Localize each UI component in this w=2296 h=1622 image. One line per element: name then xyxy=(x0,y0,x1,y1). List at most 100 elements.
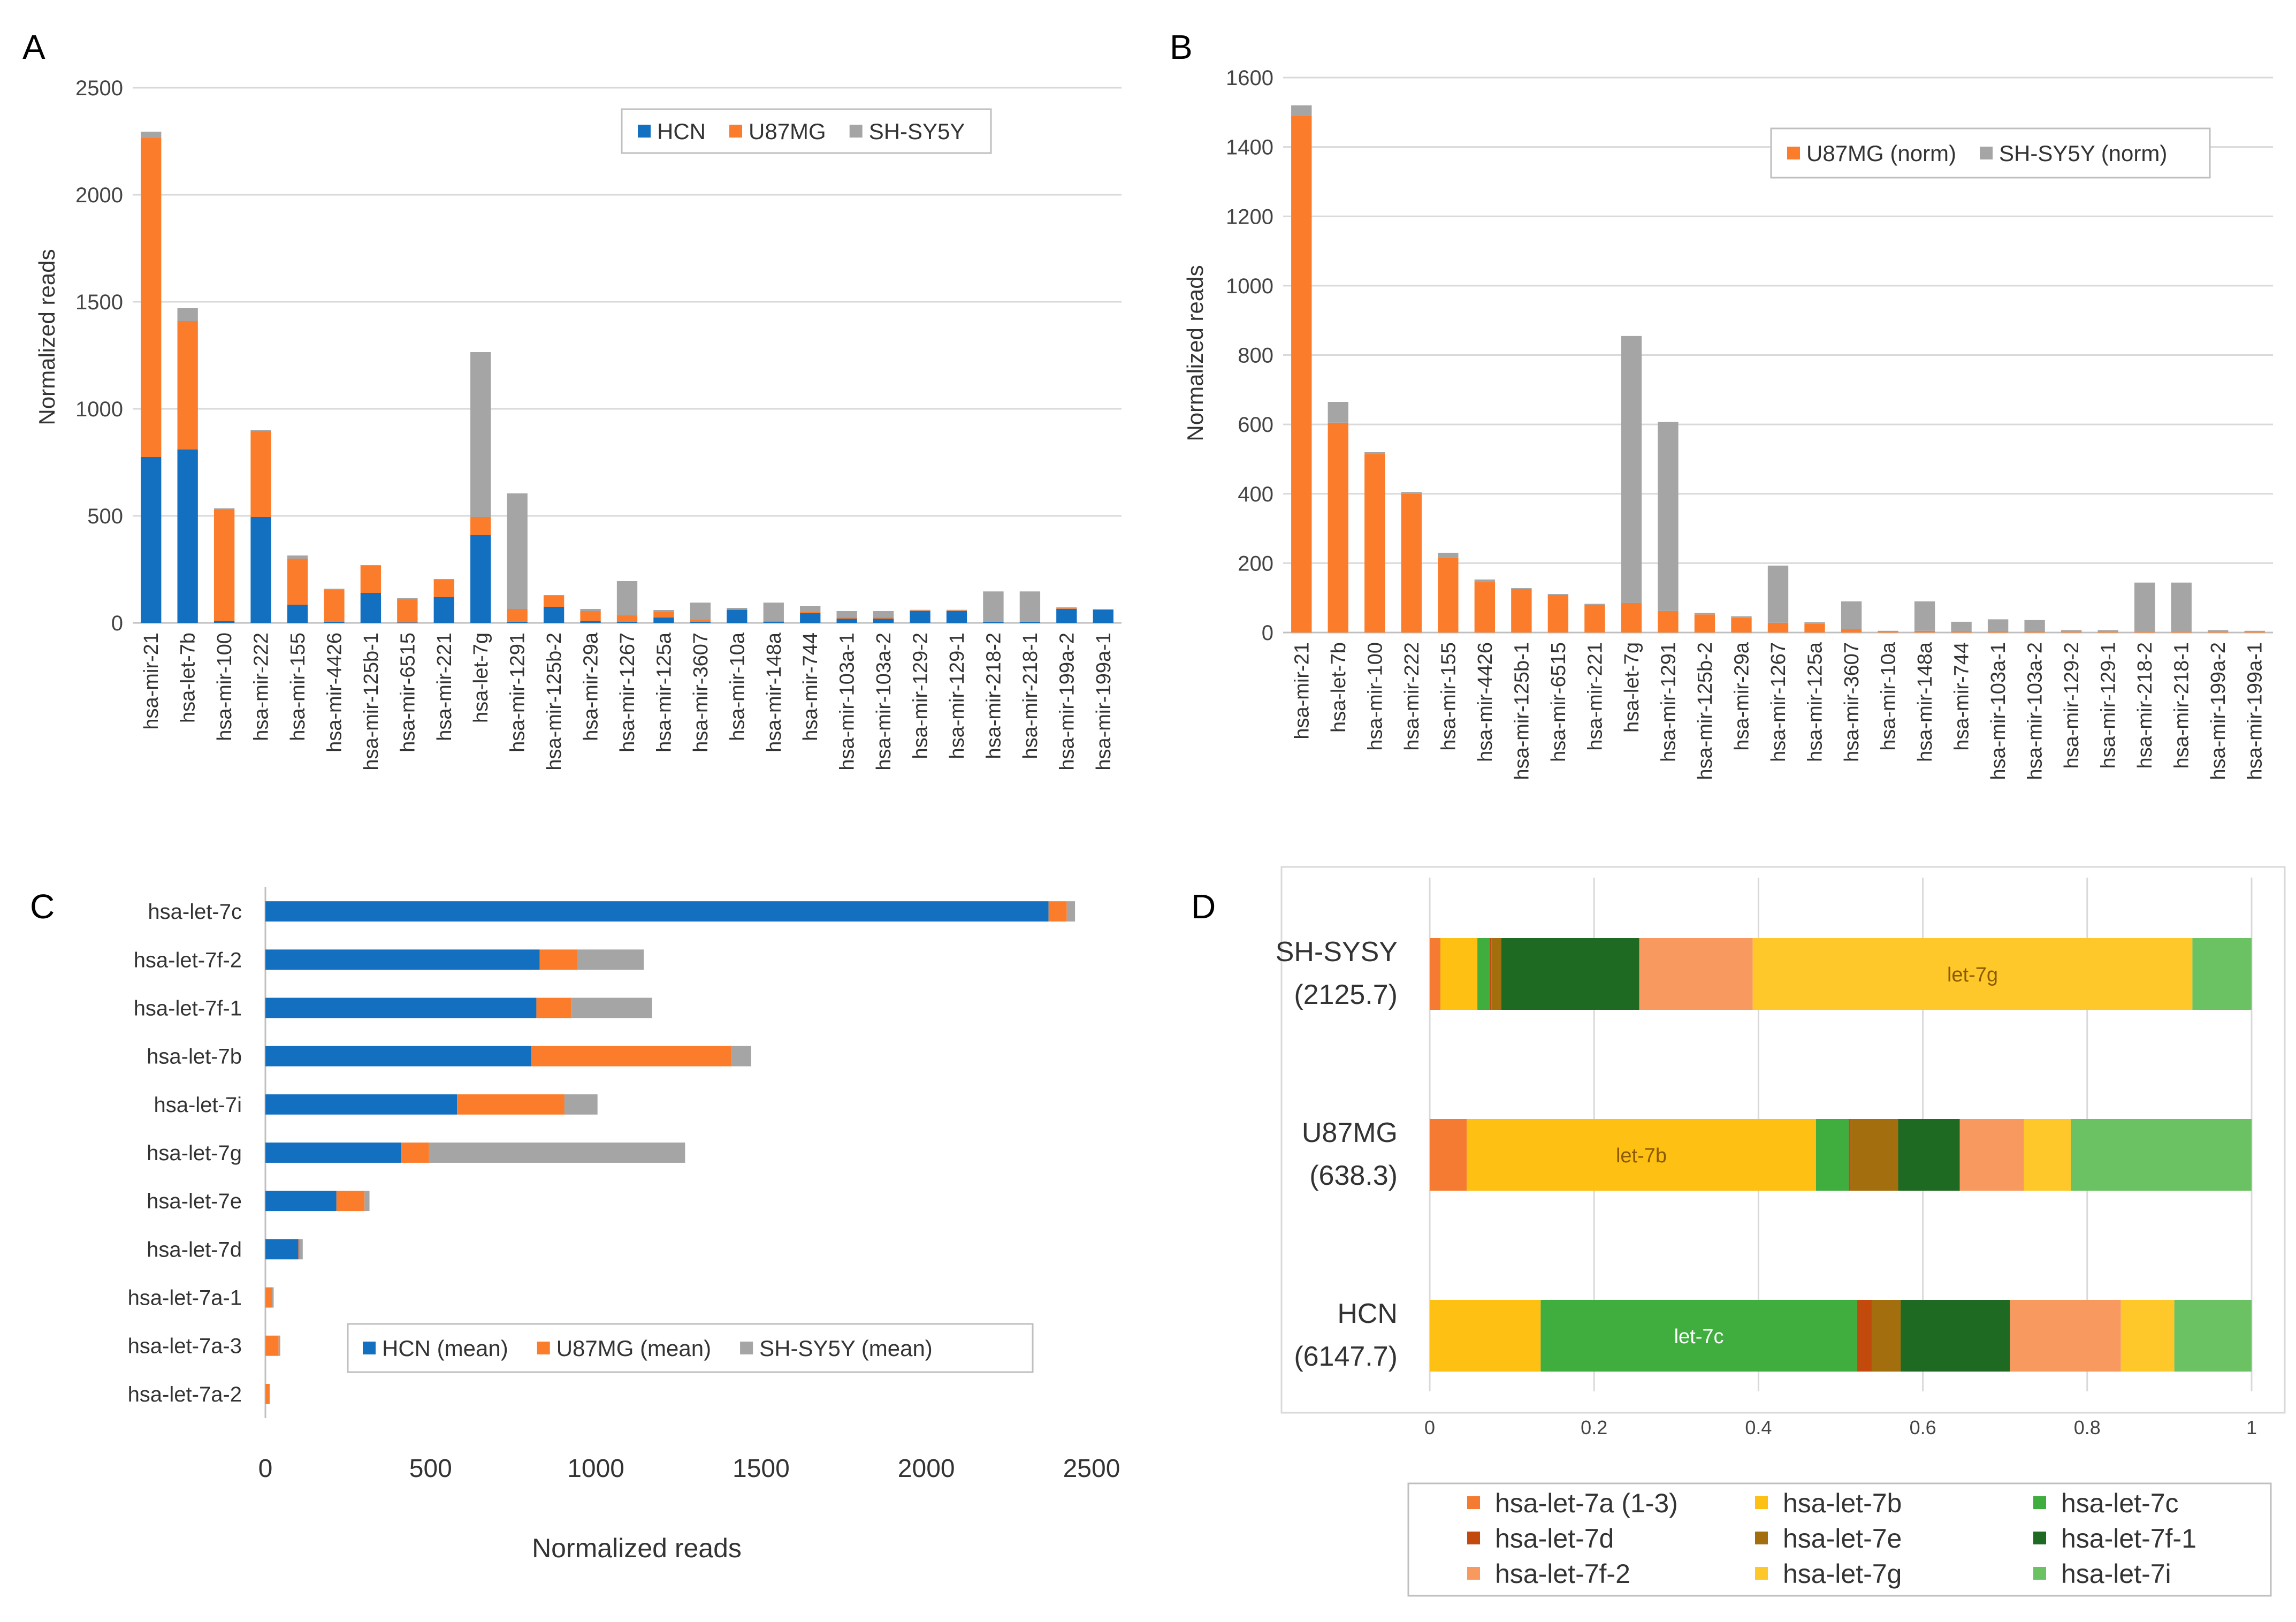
x-tick-label: hsa-mir-155 xyxy=(287,633,309,741)
chart-a-y-ticks: 0 500 1000 1500 2000 2500 xyxy=(75,77,123,635)
x-tick-label: 0 xyxy=(1424,1417,1435,1438)
bar-segment xyxy=(470,535,491,623)
legend-swatch xyxy=(2033,1567,2046,1580)
category-label: hsa-let-7c xyxy=(148,900,242,924)
bar-segment xyxy=(300,1239,303,1260)
bar-segment xyxy=(1048,901,1067,922)
chart-c: hsa-let-7c hsa-let-7f-2 hsa-let-7f-1 hsa-le… xyxy=(128,887,1120,1563)
legend-frame xyxy=(621,108,992,154)
x-tick-label: hsa-mir-4426 xyxy=(323,633,346,752)
x-tick-label: hsa-mir-103a-2 xyxy=(873,633,895,771)
x-tick-label: hsa-mir-129-1 xyxy=(2097,642,2120,769)
x-tick-label: hsa-mir-218-1 xyxy=(1019,633,1042,759)
bar-segment xyxy=(564,1094,598,1115)
x-tick-label: hsa-mir-222 xyxy=(1401,642,1423,751)
bar-segment xyxy=(1019,621,1041,622)
bar-segment xyxy=(1364,454,1385,633)
bar-segment xyxy=(690,620,711,622)
bar-inline-label: let-7b xyxy=(1616,1145,1667,1167)
bar-segment xyxy=(531,1046,731,1067)
legend-entry: hsa-let-7g xyxy=(1783,1559,1902,1589)
bar-segment xyxy=(727,609,747,610)
bar-segment xyxy=(983,621,1004,622)
bar-segment xyxy=(278,1335,280,1356)
chart-b-y-ticks: 0 200 400 600 800 1000 1200 1400 1600 xyxy=(1226,66,1273,645)
x-tick-label: 1000 xyxy=(567,1455,624,1483)
x-tick-label: 0.2 xyxy=(1581,1417,1607,1438)
y-tick-label: 1200 xyxy=(1226,205,1273,229)
x-tick-label: hsa-mir-218-1 xyxy=(2171,642,2193,769)
x-tick-label: hsa-mir-1267 xyxy=(1767,642,1790,762)
bar-segment xyxy=(577,949,644,970)
bar-segment xyxy=(580,609,601,611)
y-tick-label: 1400 xyxy=(1226,136,1273,159)
legend-entry: hsa-let-7i xyxy=(2061,1559,2171,1589)
bar-segment xyxy=(1540,1300,1857,1372)
bar-segment xyxy=(324,622,345,623)
x-tick-label: hsa-mir-129-1 xyxy=(946,633,968,759)
bar-segment xyxy=(265,1191,337,1212)
bar-segment xyxy=(507,622,528,623)
legend-entry: hsa-let-7a (1-3) xyxy=(1495,1488,1678,1518)
x-tick-label: hsa-mir-222 xyxy=(250,633,273,741)
x-tick-label: hsa-mir-199a-1 xyxy=(1093,633,1115,771)
x-tick-label: hsa-mir-148a xyxy=(763,632,785,752)
bar-segment xyxy=(1430,1300,1541,1372)
legend-frame xyxy=(347,1323,1034,1373)
chart-b: 0 200 400 600 800 1000 1200 1400 1600 hsa-mir-21… xyxy=(1183,66,2273,780)
chart-a-bars xyxy=(141,132,1113,623)
bar-segment xyxy=(1857,1300,1872,1372)
bar-segment xyxy=(1474,579,1496,583)
legend-entry: hsa-let-7f-2 xyxy=(1495,1559,1630,1589)
bar-segment xyxy=(1328,401,1348,423)
bar-segment xyxy=(653,612,674,618)
bar-segment xyxy=(360,566,382,593)
bar-segment xyxy=(2097,630,2118,632)
bar-segment xyxy=(653,618,674,623)
bar-segment xyxy=(1914,601,1935,631)
legend-entry: SH-SY5Y xyxy=(869,119,965,144)
chart-a-y-axis-label: Normalized reads xyxy=(34,249,59,425)
bar-segment xyxy=(1658,611,1679,633)
y-tick-label: 0 xyxy=(111,612,123,635)
row-label: HCN xyxy=(1337,1298,1398,1329)
legend-entry: hsa-let-7c xyxy=(2061,1488,2179,1518)
y-tick-label: 1500 xyxy=(75,291,123,314)
bar-segment xyxy=(2134,631,2155,633)
y-tick-label: 400 xyxy=(1238,483,1273,506)
category-label: hsa-let-7d xyxy=(147,1238,242,1261)
bar-segment xyxy=(397,599,418,623)
x-tick-label: 1 xyxy=(2246,1417,2257,1438)
x-tick-label: hsa-let-7g xyxy=(1621,642,1643,733)
bar-segment xyxy=(1914,630,1935,633)
x-tick-label: hsa-mir-199a-1 xyxy=(2244,642,2267,780)
bar-segment xyxy=(2134,582,2155,632)
bar-segment xyxy=(1364,452,1385,454)
bar-segment xyxy=(580,621,601,623)
category-label: hsa-let-7b xyxy=(147,1045,242,1069)
category-label: hsa-let-7a-2 xyxy=(128,1383,242,1406)
bar-segment xyxy=(580,611,601,621)
bar-segment xyxy=(1066,901,1075,922)
bar-segment xyxy=(433,579,454,580)
bar-segment xyxy=(1816,1119,1849,1191)
legend-swatch xyxy=(729,125,742,138)
x-tick-label: hsa-let-7b xyxy=(1328,642,1350,733)
x-tick-label: hsa-mir-125b-1 xyxy=(360,633,383,771)
bar-segment xyxy=(250,517,271,623)
bar-segment xyxy=(1019,591,1041,622)
x-tick-label: hsa-mir-10a xyxy=(1878,642,1900,751)
bar-segment xyxy=(2171,582,2192,632)
bar-segment xyxy=(2061,631,2082,633)
legend-swatch xyxy=(638,125,651,138)
bar-segment xyxy=(1328,422,1348,633)
y-tick-label: 1000 xyxy=(75,398,123,421)
bar-segment xyxy=(250,431,271,517)
bar-segment xyxy=(2208,631,2229,633)
y-tick-label: 2500 xyxy=(75,77,123,100)
bar-segment xyxy=(265,1383,270,1404)
bar-segment xyxy=(910,611,930,623)
category-label: hsa-let-7a-3 xyxy=(128,1335,242,1358)
bar-segment xyxy=(1804,623,1825,633)
